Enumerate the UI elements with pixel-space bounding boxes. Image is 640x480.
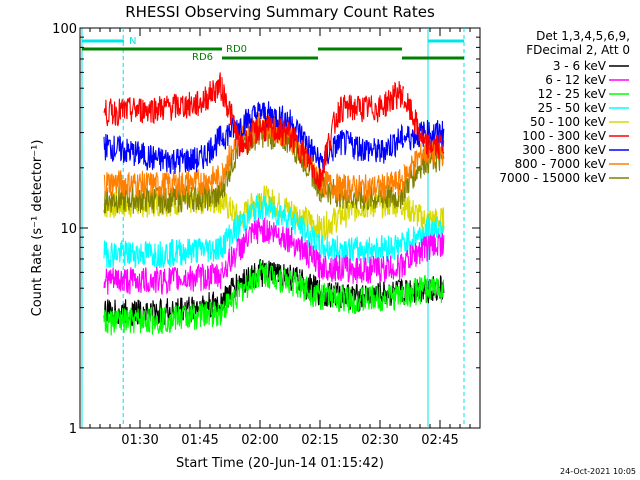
- flag-label-RD6: RD6: [192, 52, 213, 63]
- legend-label-1: 6 - 12 keV: [545, 73, 607, 87]
- flag-label-N: N: [129, 36, 136, 47]
- legend-label-2: 12 - 25 keV: [538, 87, 607, 101]
- series-layer: [103, 72, 445, 336]
- chart-title: RHESSI Observing Summary Count Rates: [125, 3, 435, 21]
- legend-label-6: 300 - 800 keV: [522, 143, 606, 157]
- x-tick-label-01:45: 01:45: [181, 433, 218, 448]
- legend-header-line-2: FDecimal 2, Att 0: [526, 43, 630, 57]
- series-trace-100-300-keV: [103, 72, 445, 191]
- axes-layer: 01:30 01:45 02:00 02:15 02:30 02:45 1 10 100: [52, 22, 481, 448]
- legend-header-line-1: Det 1,3,4,5,6,9,: [536, 29, 630, 43]
- footer-date: 24-Oct-2021 10:05: [560, 467, 636, 476]
- x-tick-label-02:00: 02:00: [241, 433, 278, 448]
- legend-label-3: 25 - 50 keV: [538, 101, 607, 115]
- series-trace-12-25-keV: [103, 260, 445, 336]
- legend-label-5: 100 - 300 keV: [522, 129, 606, 143]
- legend-label-7: 800 - 7000 keV: [515, 157, 607, 171]
- x-axis-label: Start Time (20-Jun-14 01:15:42): [176, 456, 384, 471]
- y-tick-label-100: 100: [52, 22, 77, 37]
- y-tick-label-1: 1: [69, 422, 77, 437]
- x-tick-label-02:45: 02:45: [421, 433, 458, 448]
- legend-label-0: 3 - 6 keV: [553, 59, 607, 73]
- legend-label-8: 7000 - 15000 keV: [499, 171, 606, 185]
- series-trace-25-50-keV: [103, 193, 445, 269]
- x-tick-label-02:15: 02:15: [301, 433, 338, 448]
- y-axis-label: Count Rate (s⁻¹ detector⁻¹): [30, 140, 45, 317]
- series-trace-6-12-keV: [103, 217, 445, 296]
- flag-label-RD0: RD0: [226, 44, 247, 55]
- legend: Det 1,3,4,5,6,9, FDecimal 2, Att 0 3 - 6…: [499, 29, 630, 185]
- legend-label-4: 50 - 100 keV: [530, 115, 607, 129]
- y-tick-label-10: 10: [60, 222, 77, 237]
- x-tick-label-01:30: 01:30: [121, 433, 158, 448]
- x-tick-label-02:30: 02:30: [361, 433, 398, 448]
- flags-layer: N RD0 RD6: [82, 36, 464, 63]
